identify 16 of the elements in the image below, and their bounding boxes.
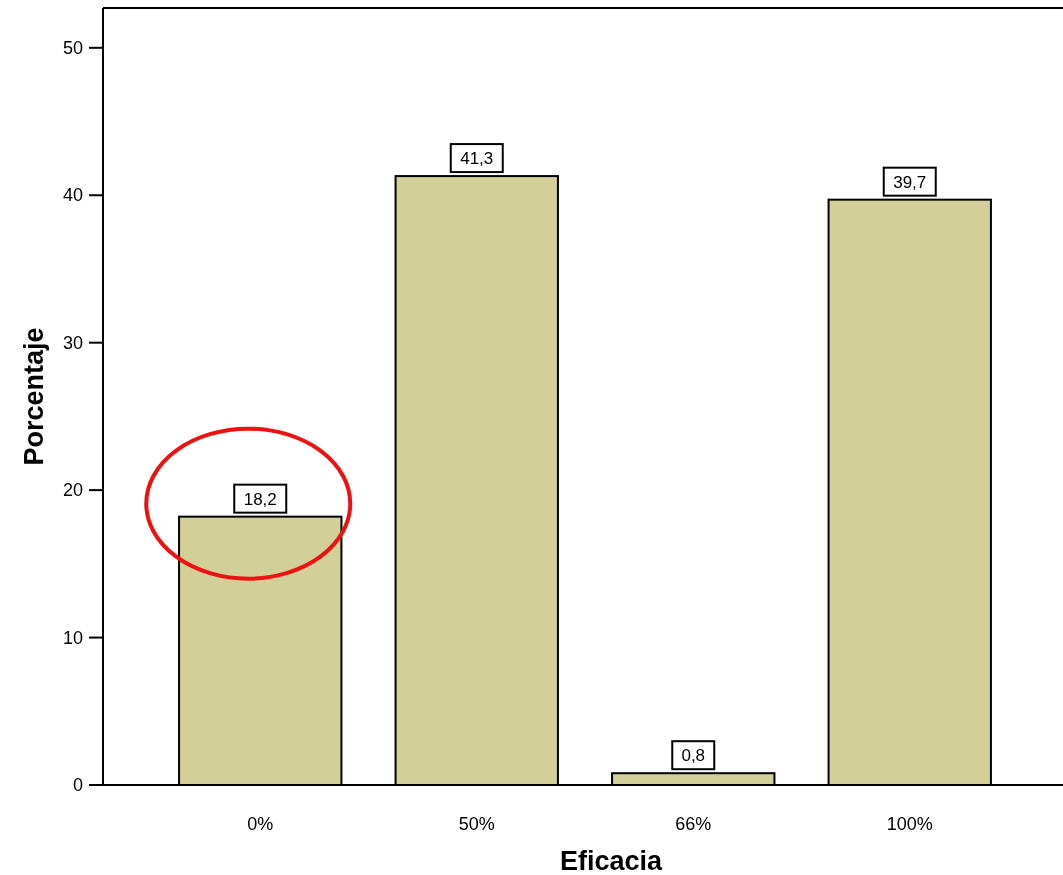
data-label: 0,8 <box>681 746 706 766</box>
y-axis-title: Porcentaje <box>19 327 49 466</box>
x-tick-label: 50% <box>458 814 495 834</box>
data-label: 41,3 <box>460 149 494 169</box>
data-label: 39,7 <box>893 172 927 192</box>
x-tick-label: 66% <box>675 814 712 834</box>
y-tick-label: 50 <box>62 37 83 58</box>
y-tick-label: 20 <box>62 480 83 501</box>
y-tick-label: 30 <box>62 332 83 353</box>
y-tick-label: 0 <box>72 775 83 795</box>
data-label: 18,2 <box>243 489 277 509</box>
x-axis-title: Eficacia <box>559 846 664 875</box>
y-tick-label: 10 <box>62 627 83 648</box>
x-tick-label: 100% <box>886 814 933 834</box>
x-tick-label: 0% <box>247 814 274 834</box>
y-tick-label: 40 <box>62 185 83 206</box>
